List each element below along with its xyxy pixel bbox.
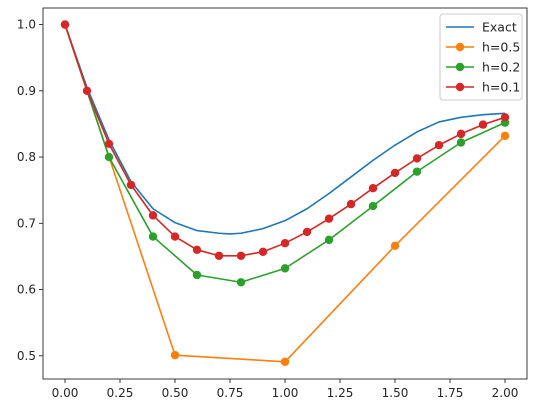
data-point — [148, 211, 158, 220]
data-point — [302, 227, 312, 237]
data-point — [104, 152, 114, 162]
legend-label: h=0.2 — [482, 60, 520, 75]
x-tick-label: 1.50 — [382, 386, 409, 400]
y-tick-label: 0.9 — [17, 84, 36, 98]
x-tick-label: 0.75 — [217, 386, 244, 400]
data-point — [214, 251, 224, 260]
data-point — [456, 129, 466, 139]
legend-swatch-marker — [455, 42, 465, 52]
data-point — [258, 247, 268, 256]
data-point — [478, 120, 488, 129]
data-point — [412, 167, 422, 176]
data-point — [346, 199, 356, 209]
data-point — [456, 138, 466, 147]
data-point — [434, 140, 444, 150]
legend-box — [439, 13, 523, 101]
legend-swatch-marker — [455, 82, 465, 92]
data-point — [104, 139, 114, 149]
x-tick-label: 1.00 — [272, 386, 299, 400]
series-line-0 — [64, 24, 506, 235]
series-line-1 — [64, 24, 506, 363]
series-0 — [64, 24, 506, 235]
legend-entry: h=0.1 — [446, 80, 520, 95]
data-point — [390, 168, 400, 178]
legend-label: h=0.1 — [482, 80, 520, 95]
data-point — [192, 245, 202, 255]
data-point — [368, 201, 378, 211]
data-point — [324, 214, 334, 223]
x-tick-label: 0.25 — [107, 386, 134, 400]
x-tick-label: 0.50 — [162, 386, 189, 400]
legend-entry: h=0.5 — [446, 40, 520, 55]
data-point — [368, 184, 378, 193]
data-point — [500, 113, 510, 122]
y-tick-label: 0.5 — [17, 349, 36, 363]
legend-swatch-marker — [455, 62, 465, 72]
data-point — [280, 357, 290, 366]
data-point — [280, 264, 290, 273]
data-point — [412, 154, 422, 163]
series-layer — [60, 20, 510, 366]
data-point — [324, 235, 334, 245]
legend-entry: Exact — [446, 20, 517, 35]
data-point — [60, 20, 70, 29]
x-tick-label: 1.25 — [327, 386, 354, 400]
y-tick-label: 1.0 — [17, 18, 36, 32]
data-point — [170, 350, 180, 360]
data-point — [170, 232, 180, 241]
series-3 — [60, 20, 510, 260]
y-tick-label: 0.6 — [17, 283, 36, 297]
data-point — [126, 180, 136, 190]
data-point — [192, 270, 202, 280]
legend-entry: h=0.2 — [446, 60, 520, 75]
data-point — [390, 241, 400, 251]
legend-label: Exact — [482, 20, 517, 35]
y-tick-label: 0.7 — [17, 216, 36, 230]
data-point — [148, 232, 158, 241]
data-point — [500, 131, 510, 141]
data-point — [280, 238, 290, 248]
x-tick-label: 2.00 — [492, 386, 519, 400]
legend-label: h=0.5 — [482, 40, 520, 55]
data-point — [236, 278, 246, 287]
axes-layer: 0.00 0.25 0.50 0.75 1.00 1.25 1.50 1.75 2.00 0.5 0… — [17, 7, 528, 400]
data-point — [236, 251, 246, 260]
data-point — [82, 86, 92, 96]
legend: Exact h=0.5 h=0.2 h=0.1 — [439, 13, 523, 101]
x-tick-label: 0.00 — [52, 386, 79, 400]
x-tick-label: 1.75 — [437, 386, 464, 400]
y-tick-label: 0.8 — [17, 150, 36, 164]
